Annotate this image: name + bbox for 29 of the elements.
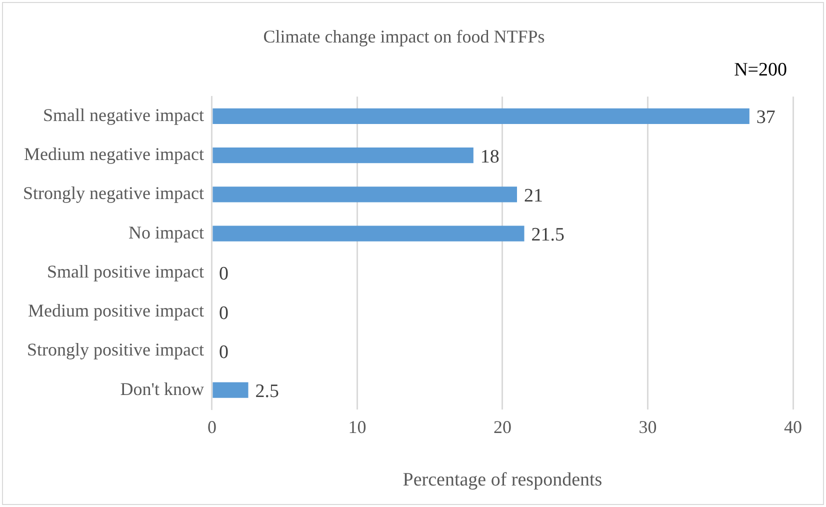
- data-label: 21: [524, 185, 544, 206]
- x-tick-label: 40: [784, 417, 802, 438]
- bar: [212, 108, 750, 124]
- x-tick-label: 10: [348, 417, 366, 438]
- y-tick-label: Small positive impact: [46, 261, 204, 282]
- y-tick-label: Strongly negative impact: [22, 183, 204, 204]
- x-tick-label: 0: [207, 417, 216, 438]
- x-tick-label: 30: [638, 417, 657, 438]
- y-tick-label: Don't know: [120, 378, 204, 399]
- data-label: 0: [218, 264, 228, 285]
- bar: [212, 382, 248, 398]
- data-label: 18: [480, 146, 500, 168]
- data-label: 2.5: [255, 381, 280, 402]
- y-tick-label: Strongly positive impact: [26, 340, 204, 360]
- y-tick-label: Medium negative impact: [24, 144, 204, 164]
- bar: [212, 147, 474, 164]
- y-tick-label: Small negative impact: [42, 104, 204, 125]
- y-tick-label: Medium positive impact: [28, 300, 204, 321]
- bar: [212, 186, 518, 202]
- x-tick-label: 20: [493, 417, 512, 438]
- x-axis-title: Percentage of respondents: [402, 470, 602, 491]
- bar: [212, 226, 524, 242]
- data-label: 0: [218, 342, 228, 363]
- text: N=200: [734, 60, 787, 81]
- chart-title: Climate change impact on food NTFPs: [263, 26, 545, 47]
- data-label: 37: [756, 107, 776, 128]
- data-label: 0: [218, 302, 228, 324]
- y-tick-label: No impact: [128, 222, 204, 242]
- data-label: 21.5: [531, 224, 565, 246]
